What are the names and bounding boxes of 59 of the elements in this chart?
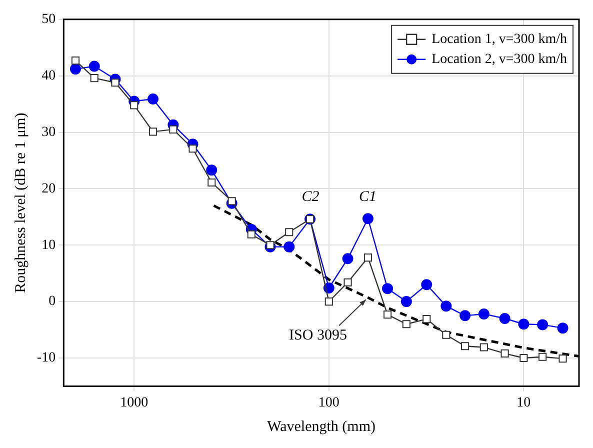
point (499, 312, 510, 324)
point (71, 56, 80, 65)
point (284, 241, 295, 252)
point (400, 296, 412, 308)
point (147, 93, 158, 104)
point (208, 178, 216, 187)
point (460, 310, 471, 322)
point (148, 128, 158, 136)
point (266, 241, 274, 250)
x-tick-label: 1000 (120, 395, 148, 410)
point (537, 319, 548, 330)
y-tick-label: 40 (42, 68, 56, 84)
legend-label: Location 1, v=300 km/h (432, 32, 568, 48)
point (285, 228, 294, 236)
point (130, 101, 138, 110)
point (422, 315, 431, 324)
y-tick-label: 10 (42, 238, 56, 253)
point (518, 318, 530, 330)
x-tick-label: 100 (318, 395, 340, 410)
point (342, 253, 354, 264)
point (188, 144, 197, 153)
point (478, 308, 490, 320)
point (362, 213, 374, 224)
point (324, 298, 333, 306)
point (520, 354, 528, 362)
point (206, 164, 218, 176)
x-tick-label: 10 (516, 395, 531, 410)
point (384, 310, 392, 319)
point (480, 343, 488, 352)
point (90, 74, 98, 82)
point (557, 322, 568, 334)
annotation: C1 (358, 189, 376, 206)
point (538, 352, 547, 361)
y-tick-label: 50 (42, 12, 56, 28)
annotation: ISO 3095 (289, 328, 347, 344)
y-tick-label: 0 (48, 294, 56, 310)
y-tick-label: -10 (36, 350, 56, 366)
point (442, 330, 450, 339)
point (402, 320, 410, 328)
point (364, 254, 372, 262)
point (500, 349, 509, 358)
x-axis-title: Wavelength (mm) (267, 418, 376, 435)
y-axis-title: Roughness level (dB re 1 μm) (12, 112, 29, 293)
point (169, 125, 178, 134)
annotation: C2 (302, 189, 320, 206)
y-tick-label: 20 (42, 181, 56, 196)
point (344, 278, 352, 286)
point (88, 60, 100, 72)
legend-label: Location 2, v=300 km/h (432, 52, 568, 68)
point (558, 354, 567, 363)
point (421, 279, 432, 290)
point (382, 283, 394, 294)
point (247, 230, 256, 238)
point (111, 78, 120, 87)
point (228, 197, 236, 206)
point (70, 64, 81, 75)
point (461, 342, 470, 350)
y-tick-label: 30 (42, 124, 56, 140)
point (440, 300, 452, 312)
